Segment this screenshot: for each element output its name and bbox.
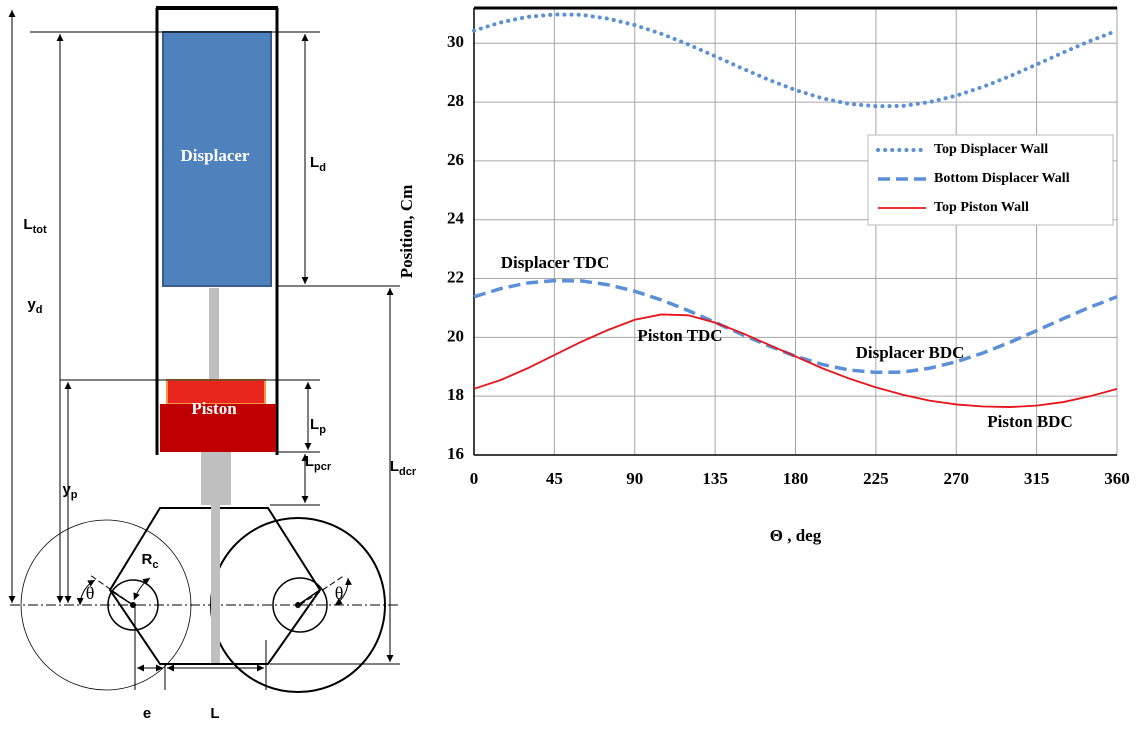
y-tick-label: 28 bbox=[447, 91, 464, 110]
dimension-main: L bbox=[305, 453, 314, 470]
dimension-label: Ldcr bbox=[390, 458, 417, 478]
legend-label: Top Piston Wall bbox=[934, 200, 1029, 215]
y-axis-label: Position, Cm bbox=[397, 185, 416, 279]
angle-ref bbox=[299, 574, 346, 606]
dimension-sub: p bbox=[319, 424, 326, 436]
annotation: Piston TDC bbox=[637, 326, 722, 345]
x-tick-label: 45 bbox=[546, 469, 563, 488]
x-tick-label: 90 bbox=[626, 469, 643, 488]
y-tick-label: 22 bbox=[447, 267, 464, 286]
annotation: Displacer BDC bbox=[856, 343, 965, 362]
dimension-main: L bbox=[310, 416, 319, 433]
x-tick-label: 315 bbox=[1024, 469, 1050, 488]
x-tick-label: 360 bbox=[1104, 469, 1130, 488]
series-line bbox=[473, 313, 1118, 408]
displacer-label: Displacer bbox=[181, 146, 250, 165]
chart: 16 18 20 22 24 26 28 30 0 45 90 135 180 225 270 315 360 Θ… bbox=[397, 6, 1130, 545]
x-tick-label: 135 bbox=[702, 469, 728, 488]
dimension-sub: p bbox=[71, 489, 78, 501]
y-tick-label: 30 bbox=[447, 32, 464, 51]
y-tick-label: 26 bbox=[447, 150, 464, 169]
dimension-label: yd bbox=[27, 296, 42, 316]
pivot bbox=[295, 602, 301, 608]
displacer-rod-lower bbox=[211, 505, 220, 663]
right-hub bbox=[272, 577, 328, 633]
theta-label: θ bbox=[335, 583, 344, 603]
dimension-main: L bbox=[310, 154, 319, 171]
annotation: Piston BDC bbox=[987, 412, 1072, 431]
annotation: Displacer TDC bbox=[501, 253, 609, 272]
y-tick-label: 18 bbox=[447, 385, 464, 404]
legend-box bbox=[867, 134, 1114, 226]
displacer-rod bbox=[209, 288, 219, 380]
dimension-main: y bbox=[27, 296, 36, 313]
e-label: e bbox=[143, 705, 151, 722]
legend: Top Displacer Wall Bottom Displacer Wall T… bbox=[867, 134, 1114, 226]
dimension-label: Ld bbox=[310, 154, 326, 174]
x-tick-label: 270 bbox=[944, 469, 970, 488]
dimension-sub: d bbox=[36, 304, 43, 316]
legend-label: Top Displacer Wall bbox=[934, 142, 1048, 157]
x-tick-label: 225 bbox=[863, 469, 889, 488]
y-tick-label: 16 bbox=[447, 444, 464, 463]
legend-label: Bottom Displacer Wall bbox=[934, 171, 1070, 186]
piston-label: Piston bbox=[191, 399, 237, 418]
l-label: L bbox=[210, 705, 219, 722]
y-tick-label: 20 bbox=[447, 326, 464, 345]
x-tick-label: 0 bbox=[470, 469, 479, 488]
crank bbox=[297, 589, 321, 606]
dimension-sub: d bbox=[319, 162, 326, 174]
x-tick-label: 180 bbox=[783, 469, 809, 488]
displacer-body bbox=[162, 31, 272, 287]
dimension-sub: tot bbox=[33, 224, 47, 236]
dimension-sub: c bbox=[152, 559, 158, 571]
piston-body bbox=[160, 404, 276, 452]
dimension-sub: pcr bbox=[314, 461, 332, 473]
x-axis-label: Θ , deg bbox=[770, 526, 822, 545]
dimension-label: Lpcr bbox=[305, 453, 332, 473]
theta-label: θ bbox=[86, 583, 95, 603]
dimension-main: L bbox=[390, 458, 399, 475]
dimension-main: R bbox=[142, 551, 153, 568]
y-tick-label: 24 bbox=[447, 209, 465, 228]
dimension-main: y bbox=[62, 481, 71, 498]
dimension-label: Lp bbox=[310, 416, 326, 436]
dimension-label: yp bbox=[62, 481, 77, 501]
dimension-label: Rc bbox=[142, 551, 159, 571]
dimension-sub: dcr bbox=[399, 466, 417, 478]
dimension-main: L bbox=[23, 216, 32, 233]
series-line bbox=[473, 278, 1118, 375]
dimension-label: Ltot bbox=[23, 216, 47, 236]
piston-rod bbox=[201, 452, 231, 505]
